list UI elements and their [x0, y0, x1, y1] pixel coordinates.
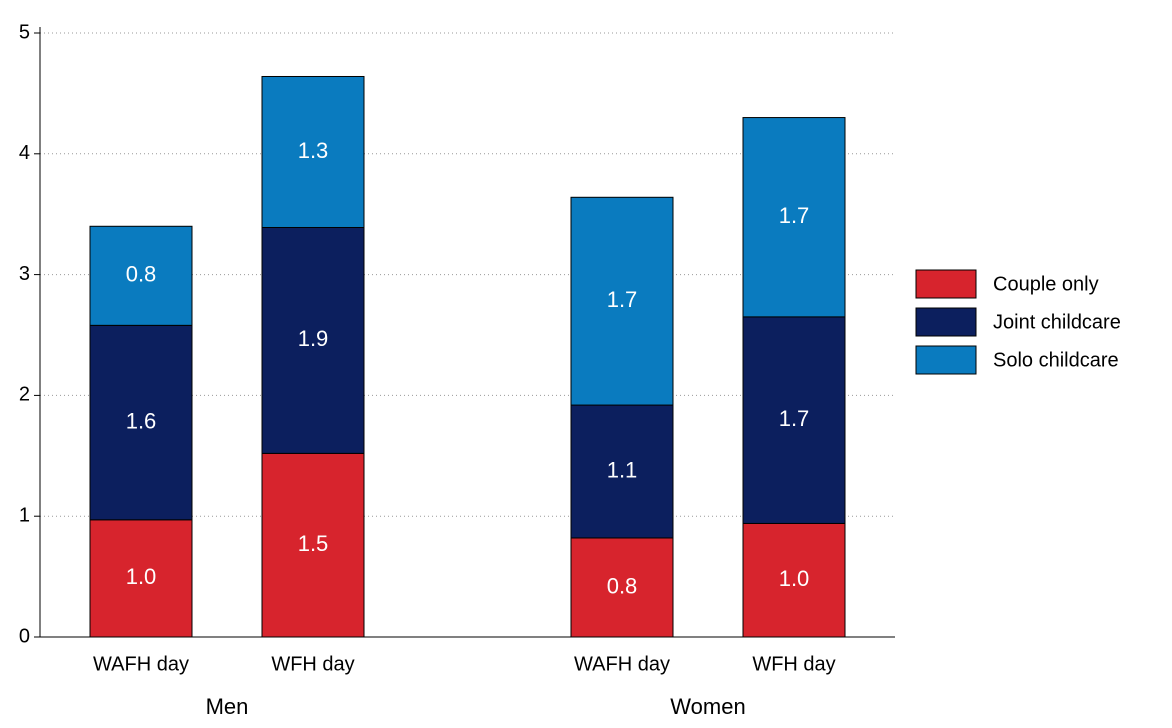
value-label: 1.0 — [126, 564, 157, 589]
x-tick-label: WAFH day — [93, 653, 189, 675]
x-tick-label: WFH day — [752, 653, 835, 675]
bar-segment — [742, 117, 846, 318]
legend-swatch — [915, 269, 977, 299]
group-label: Men — [206, 694, 249, 719]
x-tick-label: WAFH day — [574, 653, 670, 675]
x-tick-label: WFH day — [271, 653, 354, 675]
value-label: 1.7 — [607, 287, 638, 312]
bar-segment — [742, 522, 846, 638]
bar-segment — [742, 316, 846, 524]
legend-label: Couple only — [993, 273, 1099, 295]
value-label: 1.7 — [779, 203, 810, 228]
value-label: 1.5 — [298, 531, 329, 556]
bar-segment — [89, 324, 193, 521]
y-tick-label: 5 — [19, 21, 30, 43]
bar-segment — [570, 196, 674, 406]
value-label: 0.8 — [607, 573, 638, 598]
value-label: 1.9 — [298, 326, 329, 351]
y-tick-label: 3 — [19, 263, 30, 285]
value-label: 1.7 — [779, 406, 810, 431]
y-tick-label: 1 — [19, 504, 30, 526]
legend-label: Solo childcare — [993, 349, 1119, 371]
value-label: 1.6 — [126, 408, 157, 433]
bar-segment — [261, 452, 365, 638]
value-label: 1.1 — [607, 457, 638, 482]
y-tick-label: 2 — [19, 384, 30, 406]
value-label: 0.8 — [126, 262, 157, 287]
bar-segment — [89, 225, 193, 326]
bar-segment — [261, 75, 365, 228]
value-label: 1.0 — [779, 566, 810, 591]
group-label: Women — [670, 694, 745, 719]
y-tick-label: 4 — [19, 142, 30, 164]
legend-label: Joint childcare — [993, 311, 1121, 333]
y-tick-label: 0 — [19, 625, 30, 647]
value-label: 1.3 — [298, 138, 329, 163]
bar-segment — [261, 226, 365, 454]
bar-segment — [570, 537, 674, 638]
bar-segment — [570, 404, 674, 539]
legend-swatch — [915, 345, 977, 375]
legend-swatch — [915, 307, 977, 337]
